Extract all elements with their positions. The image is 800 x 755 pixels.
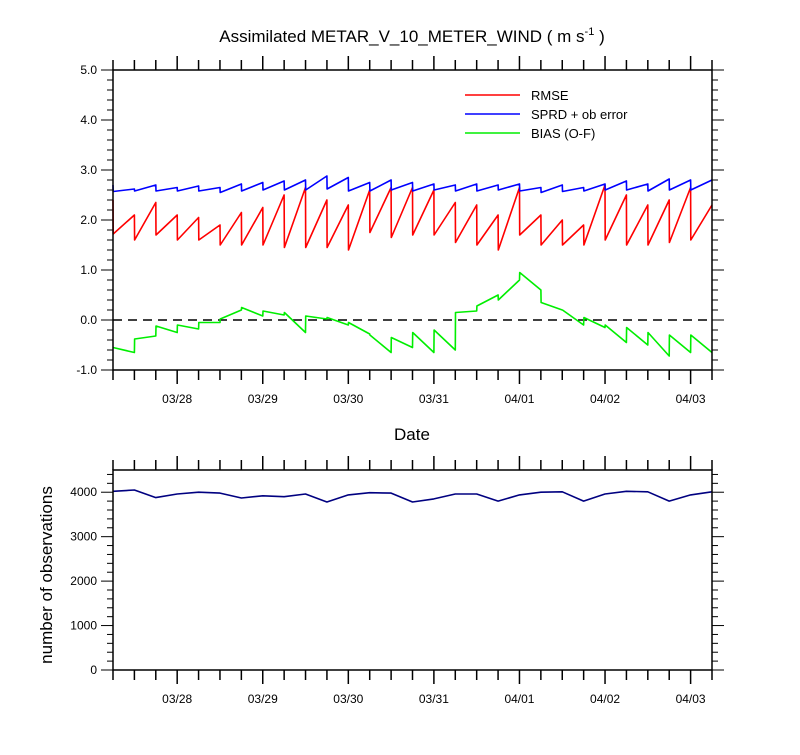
top-x-tick-label: 04/01 <box>504 392 534 406</box>
bottom-x-tick-label: 04/01 <box>504 692 534 706</box>
bottom-x-tick-label: 04/02 <box>590 692 620 706</box>
bottom-x-tick-label: 03/30 <box>333 692 363 706</box>
top-chart-panel: Assimilated METAR_V_10_METER_WIND ( m s-… <box>76 26 724 444</box>
top-y-tick-label: 1.0 <box>80 263 97 277</box>
series-line-rmse <box>112 184 713 251</box>
bottom-axis-ticks <box>101 456 724 684</box>
top-y-tick-label: 3.0 <box>80 163 97 177</box>
series-line-sprd-ob-error <box>112 175 713 194</box>
legend: RMSE SPRD + ob error BIAS (O-F) <box>465 88 628 141</box>
top-x-tick-label: 03/28 <box>162 392 192 406</box>
bottom-y-tick-label: 0 <box>90 663 97 677</box>
top-x-tick-label: 04/03 <box>676 392 706 406</box>
chart-title: Assimilated METAR_V_10_METER_WIND ( m s-… <box>219 26 604 46</box>
top-y-tick-label: 5.0 <box>80 63 97 77</box>
top-y-tick-label: 0.0 <box>80 313 97 327</box>
legend-label: RMSE <box>531 88 569 103</box>
bottom-chart-panel: 0 1000 2000 3000 4000 03/28 03/29 03/30 03/31 04… <box>37 456 724 706</box>
bottom-y-tick-label: 2000 <box>70 574 97 588</box>
bottom-y-tick-label: 3000 <box>70 530 97 544</box>
bottom-plot-frame <box>112 469 713 671</box>
bottom-y-tick-label: 4000 <box>70 485 97 499</box>
top-y-tick-label: -1.0 <box>76 363 97 377</box>
top-plot-frame <box>112 69 713 371</box>
top-y-tick-labels: -1.0 0.0 1.0 2.0 3.0 4.0 5.0 <box>76 63 97 377</box>
top-x-tick-label: 04/02 <box>590 392 620 406</box>
legend-label: BIAS (O-F) <box>531 126 595 141</box>
top-y-tick-label: 4.0 <box>80 113 97 127</box>
series-line-bias-o-f <box>112 271 713 357</box>
bottom-x-tick-label: 03/28 <box>162 692 192 706</box>
top-axis-ticks <box>101 56 724 384</box>
top-series-group <box>112 175 713 357</box>
bottom-y-tick-labels: 0 1000 2000 3000 4000 <box>70 485 97 677</box>
x-axis-label: Date <box>394 425 430 444</box>
bottom-y-tick-label: 1000 <box>70 619 97 633</box>
bottom-x-tick-labels: 03/28 03/29 03/30 03/31 04/01 04/02 04/03 <box>162 692 706 706</box>
bottom-x-tick-label: 03/29 <box>248 692 278 706</box>
series-line-observations <box>112 489 713 503</box>
y-axis-label-observations: number of observations <box>37 486 56 664</box>
bottom-x-tick-label: 04/03 <box>676 692 706 706</box>
legend-label: SPRD + ob error <box>531 107 628 122</box>
top-x-tick-label: 03/30 <box>333 392 363 406</box>
top-x-tick-labels: 03/28 03/29 03/30 03/31 04/01 04/02 04/03 <box>162 392 706 406</box>
top-x-tick-label: 03/29 <box>248 392 278 406</box>
top-y-tick-label: 2.0 <box>80 213 97 227</box>
top-x-tick-label: 03/31 <box>419 392 449 406</box>
bottom-series-group <box>112 489 713 503</box>
bottom-x-tick-label: 03/31 <box>419 692 449 706</box>
